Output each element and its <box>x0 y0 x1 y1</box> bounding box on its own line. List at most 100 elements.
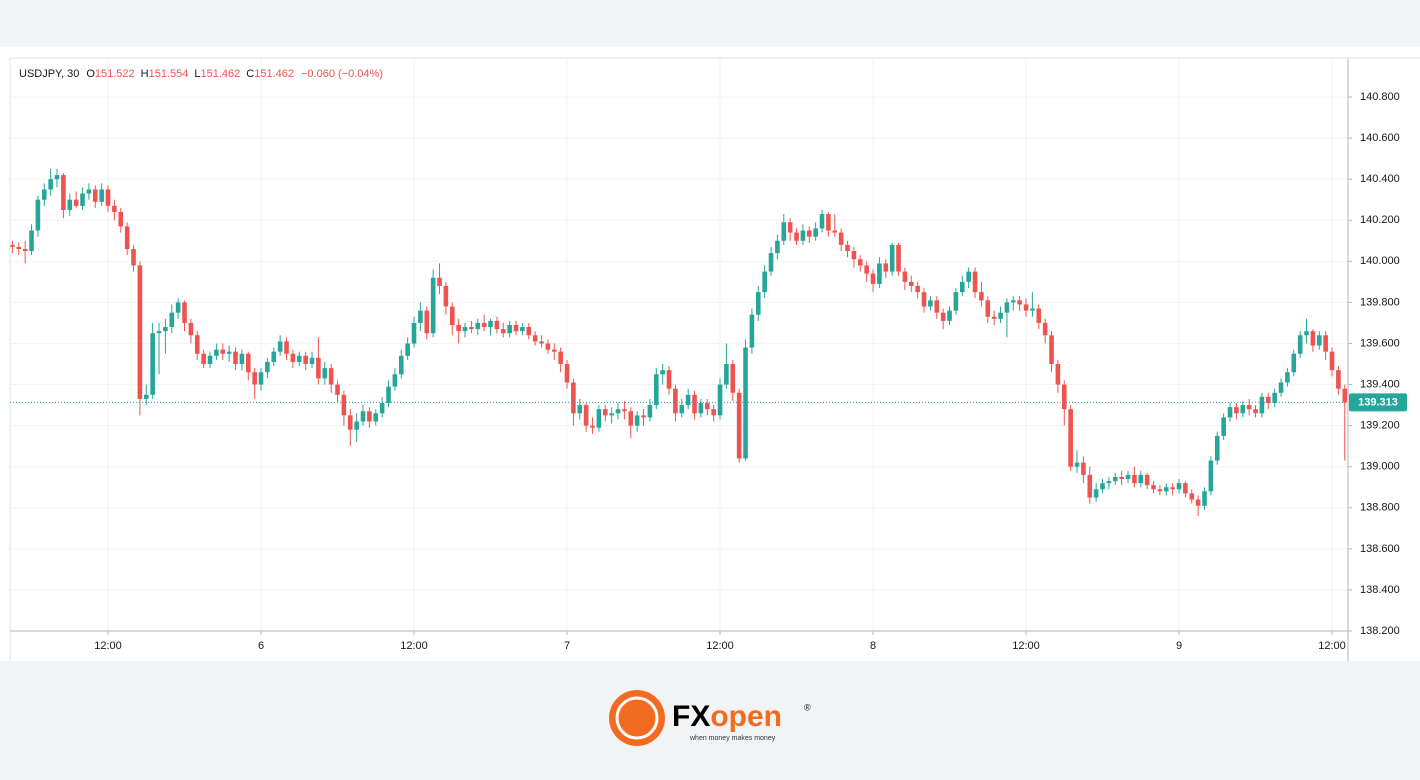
y-tick-label: 139.200 <box>1360 420 1400 432</box>
candle-body <box>609 413 614 416</box>
candle-body <box>392 374 398 387</box>
ohlc-label: C <box>246 68 254 80</box>
candle-body <box>1214 435 1220 461</box>
candle-body <box>1100 483 1105 490</box>
candle-body <box>405 343 410 356</box>
candle-body <box>354 421 359 430</box>
candle-body <box>979 292 984 301</box>
candle-body <box>768 253 774 272</box>
candle-body <box>800 230 806 241</box>
candle-body <box>1304 331 1309 336</box>
candle-body <box>704 403 710 410</box>
ohlc-label: O <box>86 68 95 80</box>
candle-body <box>1253 409 1258 414</box>
candle-body <box>577 405 583 414</box>
candle-body <box>513 324 519 332</box>
last-price-label: 139.313 <box>1358 396 1398 408</box>
candle-body <box>462 327 468 332</box>
candle-body <box>870 273 876 284</box>
candle-body <box>532 335 538 342</box>
x-tick-label: 6 <box>258 640 264 652</box>
candle-body <box>641 415 646 418</box>
candle-body <box>41 189 47 200</box>
candle-body <box>296 355 302 362</box>
candle-body <box>1316 335 1322 346</box>
candle-body <box>1074 462 1080 467</box>
candle-body <box>819 214 825 229</box>
candle-body <box>449 306 455 325</box>
x-tick-label: 9 <box>1176 640 1182 652</box>
candle-body <box>277 341 283 352</box>
candle-body <box>1087 474 1093 498</box>
candle-body <box>360 411 366 422</box>
candle-body <box>1221 417 1226 436</box>
candle-body <box>143 394 149 399</box>
candle-body <box>724 364 729 385</box>
candle-body <box>10 244 15 247</box>
candle-body <box>290 353 296 362</box>
candle-body <box>48 179 53 190</box>
candle-body <box>1042 322 1048 336</box>
candle-body <box>634 415 640 426</box>
candle-body <box>698 403 704 414</box>
candle-body <box>424 310 430 334</box>
candle-body <box>526 327 532 336</box>
candle-body <box>150 333 155 395</box>
x-tick-label: 7 <box>564 640 570 652</box>
candle-body <box>99 189 104 202</box>
candle-body <box>507 324 512 334</box>
y-tick-label: 140.200 <box>1360 214 1400 226</box>
candle-body <box>1342 388 1348 403</box>
candle-body <box>92 189 98 202</box>
x-tick-label: 12:00 <box>706 640 734 652</box>
candle-body <box>341 394 347 416</box>
candle-body <box>73 199 79 206</box>
candle-body <box>1208 460 1214 492</box>
candle-body <box>749 314 755 348</box>
candle-body <box>539 341 544 344</box>
candle-body <box>1310 331 1316 346</box>
candle-body <box>558 351 563 365</box>
candle-body <box>1234 407 1239 414</box>
candle-body <box>628 411 634 426</box>
candle-body <box>322 368 328 379</box>
candle-body <box>551 349 557 352</box>
ohlc-value: 151.554 <box>149 68 189 80</box>
candle-body <box>16 246 22 249</box>
x-tick-label: 8 <box>870 640 876 652</box>
candle-body <box>233 351 238 365</box>
y-tick-label: 139.000 <box>1360 461 1400 473</box>
candle-body <box>309 357 315 365</box>
candle-body <box>182 302 187 323</box>
candle-body <box>194 335 200 354</box>
candle-body <box>86 189 92 194</box>
candle-body <box>1125 474 1131 480</box>
change-value: −0.060 (−0.04%) <box>301 68 383 80</box>
y-tick-label: 138.400 <box>1360 584 1400 596</box>
candle-body <box>80 193 85 206</box>
candle-body <box>258 372 264 385</box>
candle-body <box>775 240 780 254</box>
y-tick-label: 140.800 <box>1360 91 1400 103</box>
candle-body <box>1227 407 1233 418</box>
candle-body <box>188 322 194 336</box>
candle-body <box>316 357 321 379</box>
candle-body <box>666 370 672 389</box>
candle-body <box>736 392 742 459</box>
brand-tagline: when money makes money <box>689 735 776 742</box>
y-tick-label: 140.400 <box>1360 173 1400 185</box>
candle-body <box>794 232 799 241</box>
candle-body <box>386 386 391 404</box>
y-tick-label: 139.600 <box>1360 337 1400 349</box>
candle-body <box>1017 300 1022 305</box>
candle-body <box>940 312 946 321</box>
ohlc-value: 151.462 <box>254 68 294 80</box>
candle-body <box>590 425 595 428</box>
candle-body <box>660 370 665 375</box>
candle-body <box>883 263 889 272</box>
candle-body <box>743 347 748 459</box>
brand-open: open <box>710 700 782 733</box>
candle-body <box>806 230 812 237</box>
x-tick-label: 12:00 <box>1012 640 1040 652</box>
